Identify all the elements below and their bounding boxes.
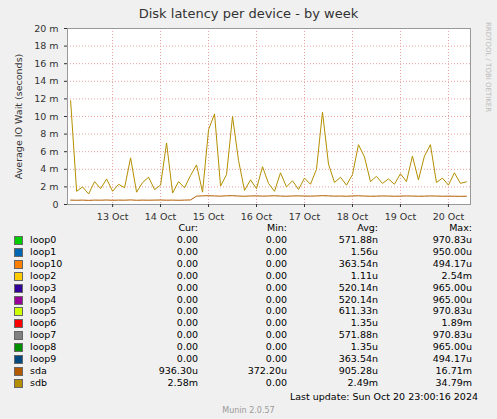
html-text:0.00: 0.00 [265, 281, 287, 293]
html-text:0.00: 0.00 [176, 305, 198, 317]
html-text:2.58m: 2.58m [167, 376, 198, 388]
html-text:loop8: loop8 [30, 341, 57, 353]
html-text:Avg:: Avg: [357, 222, 378, 233]
html-text:Max:: Max: [449, 222, 472, 233]
html-text:970.83u: 970.83u [432, 305, 472, 317]
html-text:loop10: loop10 [30, 257, 63, 269]
html-text:loop6: loop6 [30, 317, 57, 329]
svg-text:14 m: 14 m [34, 75, 58, 86]
html-text:571.88n: 571.88n [338, 329, 378, 341]
html-text:0.00: 0.00 [176, 269, 198, 281]
html-text:1.35u: 1.35u [350, 341, 378, 353]
html-text:Last update: Sun Oct 20 23:00:: Last update: Sun Oct 20 23:00:16 2024 [290, 391, 478, 402]
html-text:0.00: 0.00 [265, 234, 287, 245]
html-text:936.30u: 936.30u [158, 364, 198, 376]
html-text:loop5: loop5 [30, 305, 57, 317]
html-text:loop1: loop1 [30, 245, 57, 257]
html-text:0.00: 0.00 [265, 353, 287, 364]
html-text:1.11u: 1.11u [350, 269, 378, 281]
html-text:2.49m: 2.49m [347, 376, 378, 388]
html-text:970.83u: 970.83u [432, 234, 472, 245]
html-text:0.00: 0.00 [176, 234, 198, 245]
html-text:16.71m: 16.71m [435, 364, 472, 376]
html-text:0.00: 0.00 [176, 317, 198, 329]
svg-text:2 m: 2 m [40, 181, 58, 192]
html-text:0.00: 0.00 [176, 353, 198, 364]
html-text:0.00: 0.00 [265, 317, 287, 329]
html-text:0.00: 0.00 [176, 281, 198, 293]
html-text:0.00: 0.00 [265, 269, 287, 281]
html-text:sdb: sdb [30, 376, 47, 388]
svg-text:10 m: 10 m [34, 111, 58, 122]
html-text:RRDTOOL / TOBI OETIKER: RRDTOOL / TOBI OETIKER [484, 22, 492, 113]
html-text:363.54n: 363.54n [338, 353, 378, 364]
svg-text:20 m: 20 m [34, 23, 58, 34]
html-text:965.00u: 965.00u [432, 281, 472, 293]
svg-text:19 Oct: 19 Oct [385, 211, 417, 222]
html-text:520.14n: 520.14n [338, 281, 378, 293]
html-text:Disk latency per device - by w: Disk latency per device - by week [138, 6, 359, 21]
html-text:0.00: 0.00 [176, 293, 198, 305]
html-text:0.00: 0.00 [265, 329, 287, 341]
html-text:611.33n: 611.33n [338, 305, 378, 317]
svg-text:14 Oct: 14 Oct [145, 211, 177, 222]
svg-text:8 m: 8 m [40, 128, 58, 139]
html-text:loop3: loop3 [30, 281, 57, 293]
html-text:363.54n: 363.54n [338, 257, 378, 269]
html-text:0.00: 0.00 [265, 257, 287, 269]
svg-text:6 m: 6 m [40, 146, 58, 157]
svg-text:13 Oct: 13 Oct [97, 211, 129, 222]
html-text:965.00u: 965.00u [432, 293, 472, 305]
html-text:520.14n: 520.14n [338, 293, 378, 305]
html-text:Min:: Min: [266, 222, 287, 233]
html-text:494.17u: 494.17u [432, 353, 472, 364]
html-text:loop7: loop7 [30, 329, 57, 341]
html-text:0.00: 0.00 [176, 245, 198, 257]
html-text:0.00: 0.00 [265, 376, 287, 388]
svg-text:0: 0 [52, 199, 58, 210]
html-text:494.17u: 494.17u [432, 257, 472, 269]
html-text:571.88n: 571.88n [338, 234, 378, 245]
html-text:34.79m: 34.79m [435, 376, 472, 388]
html-text:0.00: 0.00 [176, 341, 198, 353]
svg-text:4 m: 4 m [40, 163, 58, 174]
svg-text:20 Oct: 20 Oct [433, 211, 465, 222]
html-text:970.83u: 970.83u [432, 329, 472, 341]
html-text:0.00: 0.00 [265, 341, 287, 353]
html-text:372.20u: 372.20u [247, 364, 287, 376]
svg-text:17 Oct: 17 Oct [289, 211, 321, 222]
html-text:2.54m: 2.54m [441, 269, 472, 281]
html-text:loop4: loop4 [30, 293, 57, 305]
svg-text:18 m: 18 m [34, 40, 58, 51]
html-text:1.35u: 1.35u [350, 317, 378, 329]
html-text:0.00: 0.00 [176, 257, 198, 269]
svg-text:16 Oct: 16 Oct [241, 211, 273, 222]
html-text:loop2: loop2 [30, 269, 57, 281]
html-text:0.00: 0.00 [176, 329, 198, 341]
svg-text:18 Oct: 18 Oct [337, 211, 369, 222]
svg-text:Average IO Wait (seconds): Average IO Wait (seconds) [13, 54, 24, 180]
html-text:sda: sda [30, 364, 47, 376]
html-text:0.00: 0.00 [265, 245, 287, 257]
html-text:Munin 2.0.57: Munin 2.0.57 [222, 406, 275, 415]
html-text:loop9: loop9 [30, 353, 57, 364]
html-text:1.89m: 1.89m [441, 317, 472, 329]
html-text:0.00: 0.00 [265, 305, 287, 317]
html-text:1.56u: 1.56u [350, 245, 378, 257]
svg-text:12 m: 12 m [34, 93, 58, 104]
svg-text:16 m: 16 m [34, 58, 58, 69]
html-text:0.00: 0.00 [265, 293, 287, 305]
html-text:950.00u: 950.00u [432, 245, 472, 257]
svg-text:15 Oct: 15 Oct [193, 211, 225, 222]
html-text:965.00u: 965.00u [432, 341, 472, 353]
html-text:loop0: loop0 [30, 234, 57, 245]
html-text:Cur:: Cur: [178, 222, 198, 233]
html-text:905.28u: 905.28u [338, 364, 378, 376]
